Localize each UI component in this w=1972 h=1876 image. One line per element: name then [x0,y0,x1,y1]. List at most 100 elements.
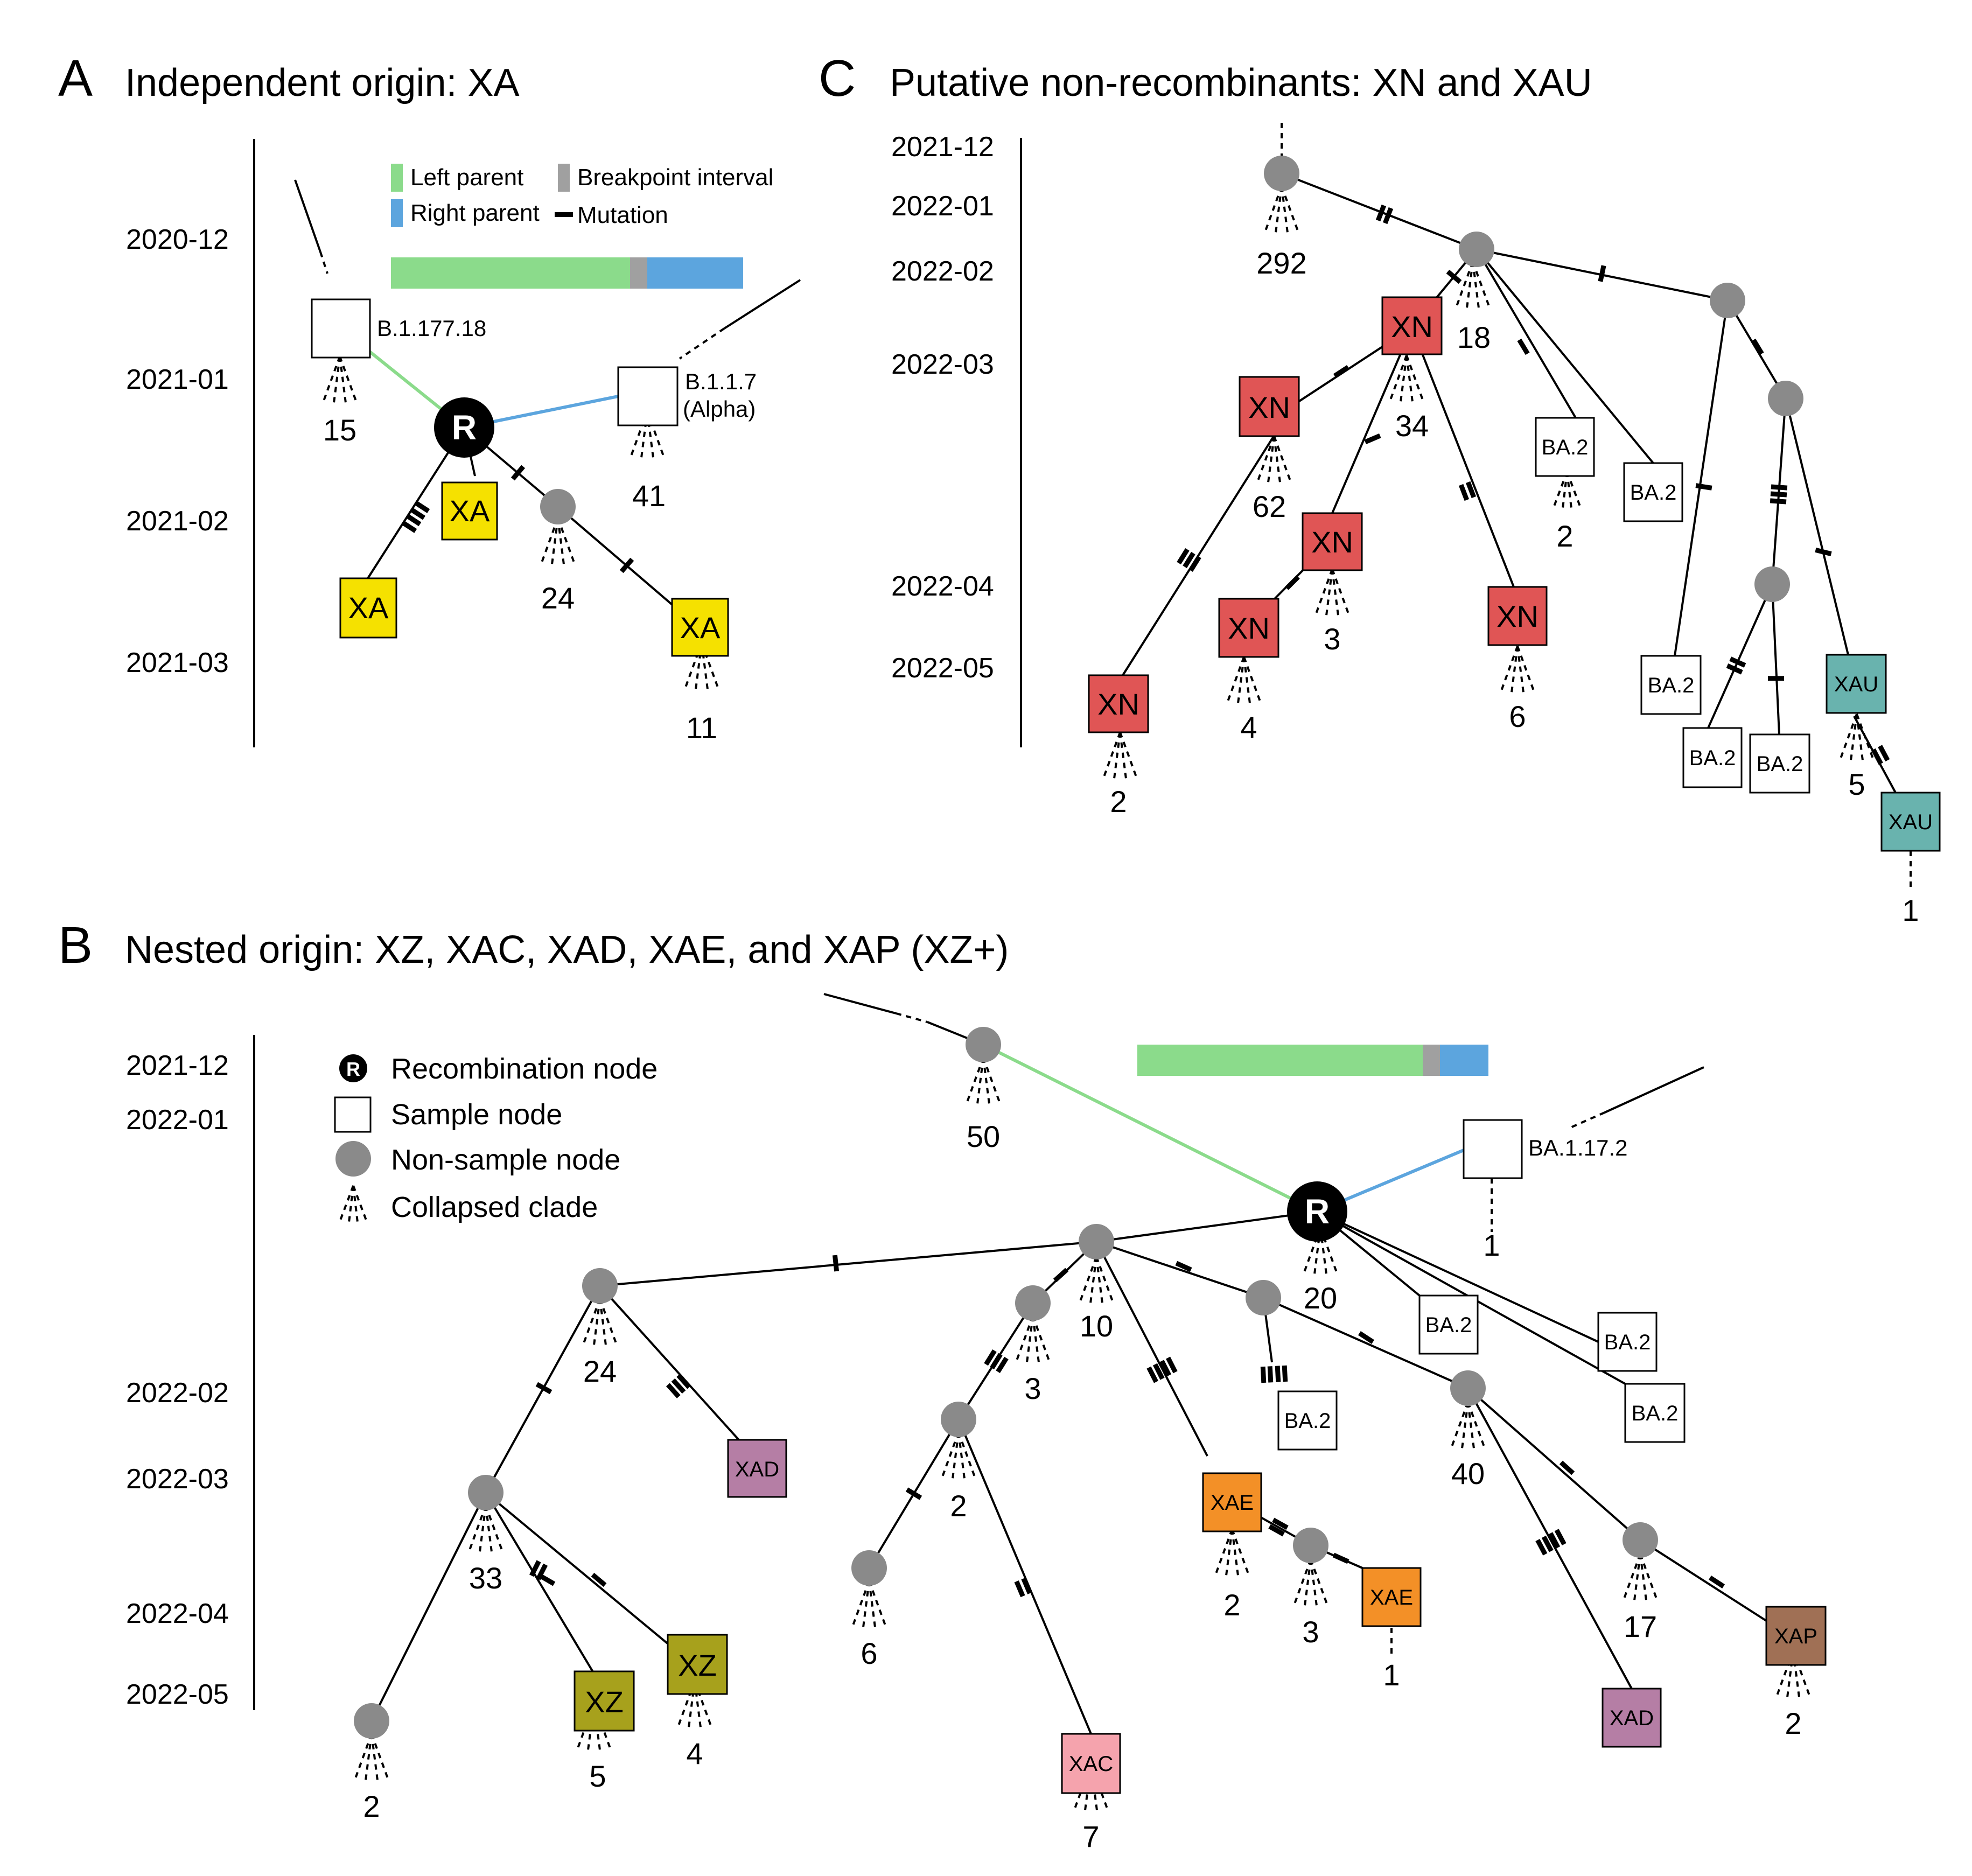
legend-recomb-icon [339,1054,367,1082]
mutation-label: Mutation [577,202,668,228]
axis-b-date: 2022-03 [126,1464,229,1495]
axis-b-date: 2022-02 [126,1377,229,1409]
recombination-node-a [434,397,494,458]
sample-node-xad [727,1439,787,1498]
clade-count: 11 [686,711,717,745]
sample-label-xz: XZ [678,1648,717,1682]
sample-node-xz [667,1634,728,1695]
non-sample-node [468,1475,504,1510]
panel-b: B Nested origin: XZ, XAC, XAD, XAE, and … [58,916,1827,1853]
legend-nonsample-icon [335,1141,371,1177]
breakpoint-legend: Left parent Right parent Breakpoint inte… [391,164,773,228]
clade-count: 41 [632,479,666,513]
sample-node-xau [1826,654,1887,714]
clade-count: 20 [1304,1281,1337,1315]
sample-label-xn: XN [1391,310,1433,344]
sample-node-xap [1765,1606,1827,1666]
sample-label-xac: XAC [1069,1752,1113,1776]
sample-label-xn: XN [1248,390,1290,424]
sample-node-alpha [617,366,679,426]
breakpoint-label: Breakpoint interval [577,164,773,191]
mutation-ticks-a [401,465,634,573]
non-sample-node [582,1268,618,1304]
sample-node-b11718 [311,298,371,359]
non-sample-node [1264,156,1299,191]
left-parent-swatch [391,164,403,192]
mutation-ticks-b [529,1255,1725,1598]
sample-label-ba2: BA.2 [1632,1402,1679,1425]
axis-b-date: 2022-01 [126,1104,229,1136]
clade-count: 50 [967,1119,1000,1153]
legend-sample-icon [334,1096,372,1133]
sample-label-ba2: BA.2 [1689,746,1736,770]
axis-a-date: 2021-02 [126,506,229,537]
clade-count: 3 [1024,1371,1041,1405]
sample-label-xn: XN [1497,599,1539,633]
sample-node-ba2 [1623,462,1683,522]
sample-label-ba2: BA.2 [1542,436,1589,459]
clade-count: 1 [1383,1658,1400,1692]
sample-label-ba2: BA.2 [1648,674,1695,697]
sample-label-xae: XAE [1211,1491,1254,1515]
clade-count: 17 [1624,1609,1657,1643]
non-sample-node [1754,566,1790,602]
clade-count: 18 [1457,320,1491,354]
axis-c-date: 2022-03 [891,349,994,380]
sample-label-xad: XAD [735,1458,779,1481]
non-sample-node [1450,1370,1486,1406]
sample-label-xa: XA [680,611,721,645]
sample-node-xn [1381,296,1443,355]
panel-a-title: Independent origin: XA [125,61,520,104]
collapsed-clade [1263,185,1300,238]
collapsed-clade [851,1580,887,1633]
sample-node-xn [1088,674,1149,733]
clade-count: 7 [1082,1819,1099,1853]
collapsed-clade [1553,471,1581,509]
axis-a-date: 2021-01 [126,364,229,395]
sample-label-xau: XAU [1889,810,1933,834]
sample-label-ba2: BA.2 [1630,481,1677,505]
sample-node-xn [1487,586,1548,646]
clade-count: 62 [1253,489,1286,523]
sample-label-xa: XA [450,494,490,528]
collapsed-clade [1226,656,1262,709]
non-sample-node [540,489,576,524]
non-sample-node [1623,1522,1658,1558]
parent-label-right: BA.1.17.2 [1528,1135,1627,1160]
collapsed-clade [1388,354,1425,407]
clade-count: 6 [861,1636,877,1670]
left-parent-segment [391,257,630,289]
clade-count: 24 [541,581,575,615]
axis-c-date: 2022-02 [891,256,994,287]
breakpoint-segment [630,257,647,289]
sample-label-ba2: BA.2 [1604,1331,1651,1354]
clade-count: 1 [1483,1228,1500,1262]
clade-count: 2 [1223,1588,1240,1622]
legend-sample-label: Sample node [391,1098,562,1131]
genome-bar-a [391,257,743,289]
non-sample-node [1459,232,1494,267]
sample-node-ba2 [1597,1312,1658,1372]
sample-node-xz [574,1670,635,1732]
panel-c-title: Putative non-recombinants: XN and XAU [890,61,1592,104]
sample-node-xae [1202,1472,1262,1532]
mutation-ticks-c [1177,204,1890,765]
left-parent-label: Left parent [410,164,523,191]
sample-label-xau: XAU [1834,673,1878,696]
right-parent-segment [647,257,743,289]
non-sample-node [1710,283,1745,318]
axis-a-date: 2020-12 [126,224,229,255]
clade-count: 2 [363,1789,380,1823]
sample-node-xn [1218,598,1279,658]
clade-count: 2 [950,1489,967,1523]
right-parent-swatch [391,199,403,227]
axis-c-date: 2022-04 [891,571,994,602]
sample-node-ba2 [1682,727,1743,788]
collapsed-clade [1499,645,1536,698]
collapsed-clade [321,355,358,408]
sample-node-ba2 [1418,1294,1479,1355]
clade-count: 292 [1256,246,1306,280]
sample-node-xa [441,481,498,541]
clade-count: 10 [1080,1309,1113,1343]
